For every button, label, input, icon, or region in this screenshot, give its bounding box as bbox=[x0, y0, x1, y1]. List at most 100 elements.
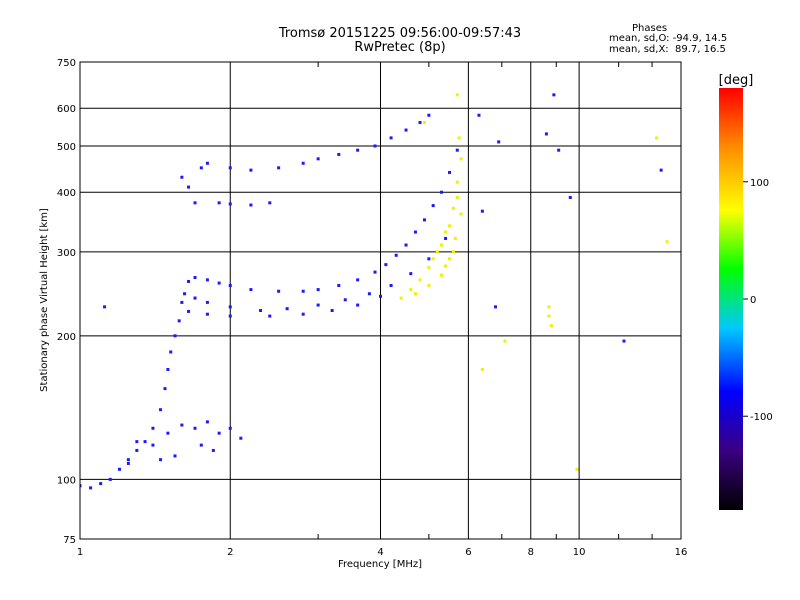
data-point bbox=[455, 180, 459, 184]
x-tick-label: 6 bbox=[465, 547, 471, 558]
data-point bbox=[163, 387, 167, 391]
data-point bbox=[497, 140, 501, 144]
axis-ticks: 1 2 4 6 8 10 16 75 100 200 300 400 500 600 750 bbox=[57, 58, 687, 558]
data-point bbox=[135, 440, 139, 444]
data-point bbox=[217, 281, 221, 285]
data-point bbox=[343, 298, 347, 302]
data-point bbox=[544, 132, 548, 136]
y-tick-label: 300 bbox=[57, 248, 76, 259]
data-point bbox=[259, 308, 263, 312]
colorbar-tick-label: 0 bbox=[750, 295, 756, 306]
grid bbox=[80, 62, 681, 539]
data-point bbox=[409, 288, 413, 292]
data-point bbox=[239, 436, 243, 440]
data-point bbox=[301, 289, 305, 293]
data-point bbox=[440, 273, 444, 277]
y-tick-label: 750 bbox=[57, 58, 76, 69]
data-point bbox=[205, 312, 209, 316]
data-point bbox=[444, 230, 448, 234]
data-point bbox=[379, 294, 382, 298]
data-point bbox=[459, 157, 463, 161]
data-point bbox=[166, 431, 170, 435]
data-point bbox=[193, 296, 197, 300]
data-point bbox=[622, 339, 626, 343]
data-point bbox=[337, 283, 341, 287]
data-point bbox=[373, 144, 377, 148]
data-point bbox=[503, 339, 507, 343]
data-point bbox=[108, 477, 112, 481]
data-point bbox=[455, 148, 459, 152]
data-point bbox=[126, 461, 130, 465]
data-point bbox=[389, 283, 393, 287]
chart-subtitle: RwPretec (8p) bbox=[354, 40, 446, 55]
data-point bbox=[549, 324, 553, 328]
data-point bbox=[337, 152, 341, 156]
data-point bbox=[217, 201, 221, 205]
data-point bbox=[389, 136, 393, 140]
data-point bbox=[394, 253, 398, 257]
x-tick-label: 8 bbox=[528, 547, 534, 558]
data-point bbox=[557, 148, 561, 152]
data-point bbox=[285, 307, 289, 311]
data-point bbox=[159, 408, 163, 412]
data-point bbox=[448, 224, 452, 228]
data-point bbox=[228, 283, 232, 287]
data-point bbox=[277, 166, 281, 170]
data-point bbox=[409, 272, 413, 276]
data-point bbox=[193, 426, 197, 430]
x-tick-label: 10 bbox=[573, 547, 586, 558]
data-point bbox=[180, 423, 184, 427]
y-axis-label: Stationary phase Virtual Height [km] bbox=[39, 208, 50, 392]
data-point bbox=[455, 93, 459, 97]
data-point bbox=[268, 314, 272, 318]
data-point bbox=[418, 121, 422, 125]
data-point bbox=[135, 448, 139, 452]
data-point bbox=[228, 426, 232, 430]
data-point bbox=[427, 266, 431, 270]
data-point bbox=[180, 175, 184, 179]
y-tick-label: 100 bbox=[57, 475, 76, 486]
data-point bbox=[159, 458, 163, 462]
data-point bbox=[384, 263, 388, 267]
data-point bbox=[444, 264, 448, 268]
data-point bbox=[205, 161, 209, 165]
data-point bbox=[413, 292, 417, 296]
data-point bbox=[249, 203, 253, 207]
data-point bbox=[435, 250, 439, 254]
colorbar-tick-label: -100 bbox=[750, 412, 773, 423]
data-point bbox=[187, 279, 191, 283]
data-point bbox=[427, 283, 431, 287]
data-point bbox=[575, 467, 579, 471]
data-point bbox=[356, 148, 360, 152]
data-point bbox=[427, 113, 431, 117]
phase-stats-heading: Phases bbox=[632, 23, 668, 34]
x-tick-label: 1 bbox=[77, 547, 83, 558]
data-point bbox=[103, 305, 107, 309]
data-point bbox=[80, 484, 82, 488]
data-point bbox=[316, 157, 320, 161]
data-point bbox=[568, 195, 572, 199]
data-point bbox=[422, 121, 426, 125]
data-point bbox=[457, 136, 461, 140]
data-point bbox=[448, 257, 452, 261]
data-point bbox=[399, 296, 403, 300]
data-point bbox=[228, 202, 232, 206]
plot-frame bbox=[79, 61, 682, 540]
data-point bbox=[356, 278, 360, 282]
x-axis-label: Frequency [MHz] bbox=[338, 559, 422, 570]
data-point bbox=[451, 250, 455, 254]
data-point bbox=[268, 201, 272, 205]
data-point bbox=[228, 314, 232, 318]
data-point bbox=[180, 300, 184, 304]
data-point bbox=[151, 426, 155, 430]
data-point bbox=[451, 206, 455, 210]
y-tick-label: 400 bbox=[57, 188, 76, 199]
data-point bbox=[249, 288, 253, 292]
data-points bbox=[80, 93, 669, 490]
data-point bbox=[422, 218, 426, 222]
colorbar-ticks: 100 0 -100 bbox=[743, 178, 773, 423]
data-point bbox=[444, 236, 448, 240]
data-point bbox=[173, 454, 177, 458]
data-point bbox=[330, 308, 334, 312]
